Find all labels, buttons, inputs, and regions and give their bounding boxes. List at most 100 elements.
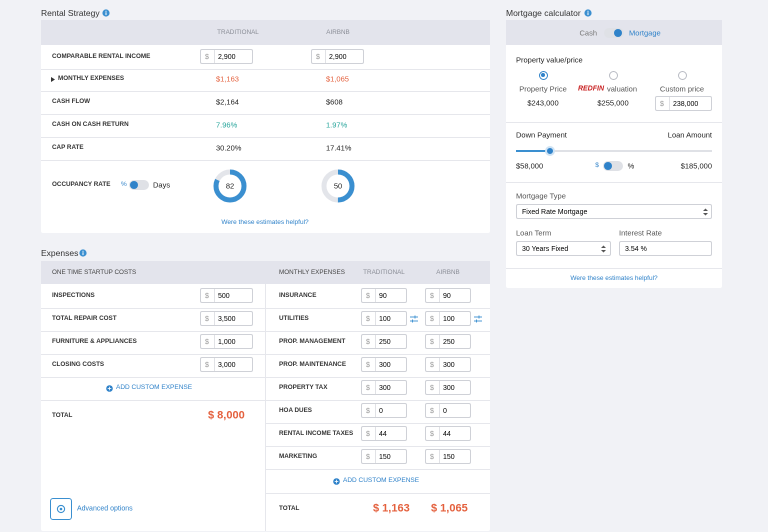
expense-input[interactable]: $100 — [361, 311, 407, 326]
mortgage-type-select[interactable]: Fixed Rate Mortgage — [516, 204, 712, 219]
total-value: $ 1,163 — [373, 502, 410, 515]
rental-panel — [41, 20, 490, 233]
adjust-icon — [474, 315, 482, 323]
expense-input[interactable]: $3,000 — [200, 357, 253, 372]
prefix-divider — [669, 97, 670, 110]
divider — [41, 307, 265, 309]
divider — [41, 90, 490, 92]
column-divider — [265, 284, 266, 531]
prefix-divider — [375, 358, 376, 371]
row-value: $1,065 — [326, 74, 349, 84]
feedback-link[interactable]: Were these estimates helpful? — [221, 218, 309, 226]
radio[interactable] — [538, 70, 548, 80]
divider — [41, 136, 490, 138]
prefix-divider — [214, 50, 215, 63]
expense-input[interactable]: $150 — [425, 449, 471, 464]
expense-input[interactable]: $150 — [361, 449, 407, 464]
expand-arrow — [51, 76, 55, 82]
radio-dot — [541, 73, 545, 77]
prefix-divider — [439, 450, 440, 463]
expense-input[interactable]: $300 — [361, 380, 407, 395]
expense-input[interactable]: $0 — [361, 403, 407, 418]
loan-term-select[interactable]: 30 Years Fixed — [516, 241, 611, 256]
divider — [506, 122, 722, 123]
input-value: 3.54 % — [625, 245, 647, 253]
expense-input[interactable]: $0 — [425, 403, 471, 418]
rent-input[interactable]: $2,900 — [200, 49, 253, 64]
slider-knob[interactable] — [545, 146, 555, 156]
expense-label: PROP. MANAGEMENT — [279, 337, 346, 345]
donut-value: 50 — [333, 181, 343, 191]
input-value: 3,500 — [218, 315, 236, 323]
slider-fill — [516, 150, 550, 152]
input-prefix: $ — [430, 338, 434, 346]
expense-input[interactable]: $100 — [425, 311, 471, 326]
row-value: 1.97% — [326, 120, 348, 130]
row-label: CAP RATE — [52, 143, 84, 151]
expense-input[interactable]: $3,500 — [200, 311, 253, 326]
info-icon — [79, 249, 87, 257]
total-label: TOTAL — [279, 504, 300, 512]
prefix-divider — [214, 289, 215, 302]
section-title: Expenses — [41, 247, 79, 258]
advanced-options[interactable]: Advanced options — [77, 505, 133, 513]
unit-label: % — [627, 161, 635, 171]
input-prefix: $ — [205, 338, 209, 346]
expense-input[interactable]: $90 — [361, 288, 407, 303]
field-label: Mortgage Type — [516, 191, 566, 201]
unit-label: $ — [595, 161, 599, 169]
expense-label: INSPECTIONS — [52, 291, 95, 299]
loan-amount-value: $185,000 — [680, 161, 712, 171]
divider — [41, 399, 265, 401]
input-value: 300 — [379, 361, 391, 369]
expense-input[interactable]: $250 — [425, 334, 471, 349]
toggle[interactable] — [604, 28, 624, 38]
divider — [41, 353, 265, 355]
expense-input[interactable]: $44 — [361, 426, 407, 441]
feedback-link[interactable]: Were these estimates helpful? — [570, 274, 658, 282]
divider — [41, 113, 490, 115]
toggle[interactable] — [129, 180, 149, 190]
input-prefix: $ — [430, 361, 434, 369]
radio[interactable] — [677, 70, 687, 80]
prefix-divider — [325, 50, 326, 63]
expense-input[interactable]: $300 — [361, 357, 407, 372]
input-prefix: $ — [205, 292, 209, 300]
add-expense-link[interactable]: ADD CUSTOM EXPENSE — [116, 383, 193, 391]
occupancy-donut — [321, 169, 355, 203]
expense-label: CLOSING COSTS — [52, 360, 105, 368]
prefix-divider — [214, 312, 215, 325]
add-icon — [332, 477, 340, 485]
rent-input[interactable]: $2,900 — [311, 49, 364, 64]
expense-input[interactable]: $300 — [425, 357, 471, 372]
expense-input[interactable]: $300 — [425, 380, 471, 395]
expense-input[interactable]: $500 — [200, 288, 253, 303]
unit-label: Days — [153, 180, 171, 190]
select-arrows — [601, 245, 606, 253]
expense-input[interactable]: $250 — [361, 334, 407, 349]
add-expense-link[interactable]: ADD CUSTOM EXPENSE — [343, 476, 420, 484]
row-value: 30.20% — [216, 143, 242, 153]
divider — [266, 399, 490, 401]
input-value: 250 — [443, 338, 455, 346]
input-value: 500 — [218, 292, 230, 300]
input-prefix: $ — [205, 361, 209, 369]
advanced-button[interactable] — [50, 498, 72, 520]
expense-input[interactable]: $1,000 — [200, 334, 253, 349]
interest-rate-input[interactable]: 3.54 % — [619, 241, 712, 256]
settings-icon — [56, 504, 66, 514]
expense-input[interactable]: $44 — [425, 426, 471, 441]
row-value: 7.96% — [216, 120, 238, 130]
toggle[interactable] — [603, 161, 623, 171]
divider — [41, 68, 490, 70]
radio[interactable] — [608, 70, 618, 80]
input-prefix: $ — [316, 53, 320, 61]
prefix-divider — [439, 289, 440, 302]
input-value: 44 — [443, 430, 451, 438]
adjust-icon — [410, 315, 418, 323]
prefix-divider — [375, 312, 376, 325]
expense-input[interactable]: $90 — [425, 288, 471, 303]
prefix-divider — [439, 358, 440, 371]
divider — [266, 307, 490, 309]
custom-price-input[interactable]: $238,000 — [655, 96, 712, 111]
